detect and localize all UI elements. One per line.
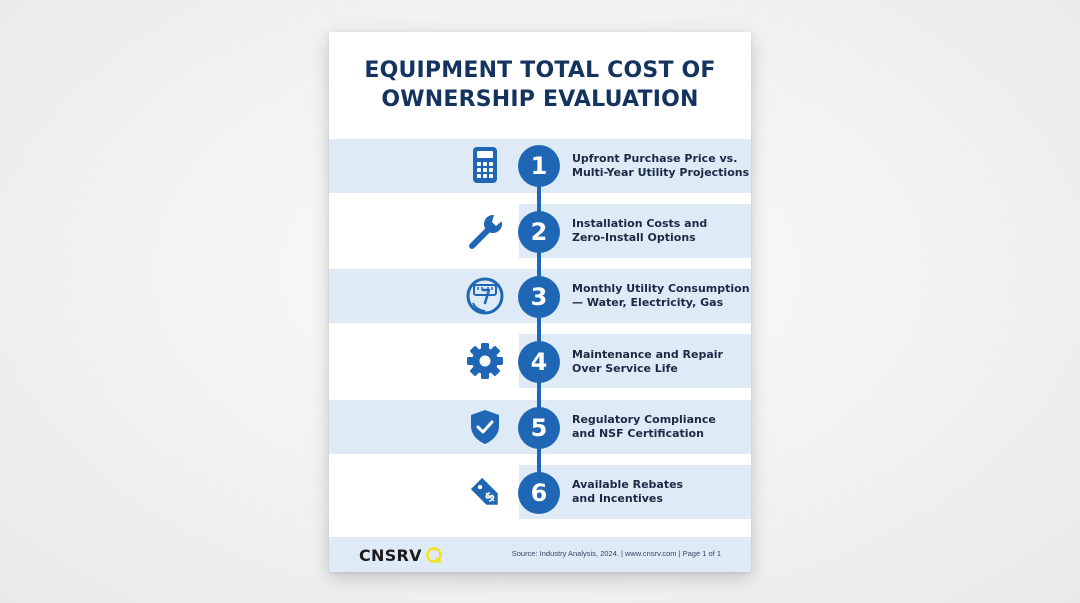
- price-tag-dollar-icon: $: [465, 472, 505, 512]
- logo-ring-icon: [425, 546, 443, 564]
- step-5-line-2: and NSF Certification: [572, 427, 704, 440]
- cnsrv-logo: CNSRV: [359, 546, 422, 565]
- document-page: EQUIPMENT TOTAL COST OF OWNERSHIP EVALUA…: [329, 32, 751, 572]
- step-number-5: 5: [518, 407, 560, 449]
- calculator-icon: [465, 145, 505, 185]
- title-line-1: EQUIPMENT TOTAL COST OF: [364, 58, 716, 83]
- meter-gauge-icon: [465, 276, 505, 316]
- step-label-4: Maintenance and Repair Over Service Life: [572, 348, 747, 376]
- step-3-line-1: Monthly Utility Consumption: [572, 282, 750, 295]
- step-3-line-2: — Water, Electricity, Gas: [572, 296, 724, 309]
- step-label-5: Regulatory Compliance and NSF Certificat…: [572, 413, 747, 441]
- shield-check-icon: [465, 407, 505, 447]
- step-label-2: Installation Costs and Zero-Install Opti…: [572, 217, 747, 245]
- step-4-line-1: Maintenance and Repair: [572, 348, 723, 361]
- step-6-line-2: and Incentives: [572, 492, 663, 505]
- step-2-line-1: Installation Costs and: [572, 217, 708, 230]
- source-citation: Source: Industry Analysis, 2024. | www.c…: [511, 549, 721, 558]
- step-1-line-2: Multi-Year Utility Projections: [572, 166, 750, 179]
- timeline-connector: [537, 162, 541, 507]
- step-label-6: Available Rebates and Incentives: [572, 478, 747, 506]
- step-number-1: 1: [518, 145, 560, 187]
- step-label-1: Upfront Purchase Price vs. Multi-Year Ut…: [572, 152, 750, 180]
- step-number-4: 4: [518, 341, 560, 383]
- step-2-line-2: Zero-Install Options: [572, 231, 696, 244]
- title-line-2: OWNERSHIP EVALUATION: [381, 87, 699, 112]
- step-number-3: 3: [518, 276, 560, 318]
- document-title: EQUIPMENT TOTAL COST OF OWNERSHIP EVALUA…: [329, 56, 751, 114]
- step-5-line-1: Regulatory Compliance: [572, 413, 716, 426]
- step-label-3: Monthly Utility Consumption — Water, Ele…: [572, 282, 750, 310]
- step-4-line-2: Over Service Life: [572, 362, 678, 375]
- page-footer: CNSRV Source: Industry Analysis, 2024. |…: [329, 537, 751, 572]
- step-1-line-1: Upfront Purchase Price vs.: [572, 152, 738, 165]
- wrench-icon: [465, 211, 505, 251]
- step-number-2: 2: [518, 211, 560, 253]
- step-6-line-1: Available Rebates: [572, 478, 684, 491]
- gear-icon: [465, 341, 505, 381]
- step-number-6: 6: [518, 472, 560, 514]
